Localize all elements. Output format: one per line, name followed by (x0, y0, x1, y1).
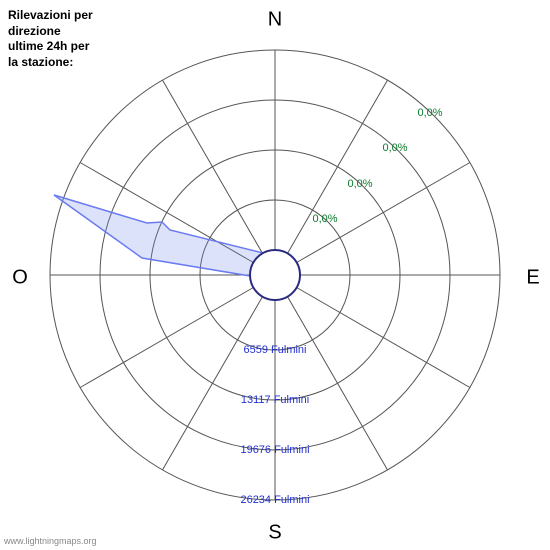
compass-e: E (526, 267, 539, 290)
data-polygon (54, 195, 275, 299)
footer-credit: www.lightningmaps.org (4, 536, 97, 546)
compass-s: S (268, 522, 281, 545)
inner-circle (250, 250, 300, 300)
compass-o: O (12, 267, 28, 290)
count-label: 26234 Fulmini (240, 494, 309, 506)
chart-title: Rilevazioni perdirezioneultime 24h perla… (8, 8, 93, 70)
count-label: 6559 Fulmini (244, 344, 307, 356)
grid-spoke (80, 288, 253, 388)
count-label: 19676 Fulmini (240, 444, 309, 456)
percent-label: 0,0% (347, 178, 372, 190)
polar-chart (0, 0, 550, 550)
grid-spoke (288, 80, 388, 253)
percent-label: 0,0% (382, 142, 407, 154)
compass-n: N (268, 9, 282, 32)
count-label: 13117 Fulmini (241, 394, 309, 406)
percent-label: 0,0% (312, 213, 337, 225)
percent-label: 0,0% (417, 107, 442, 119)
grid-spoke (163, 80, 263, 253)
grid-spoke (297, 288, 470, 388)
